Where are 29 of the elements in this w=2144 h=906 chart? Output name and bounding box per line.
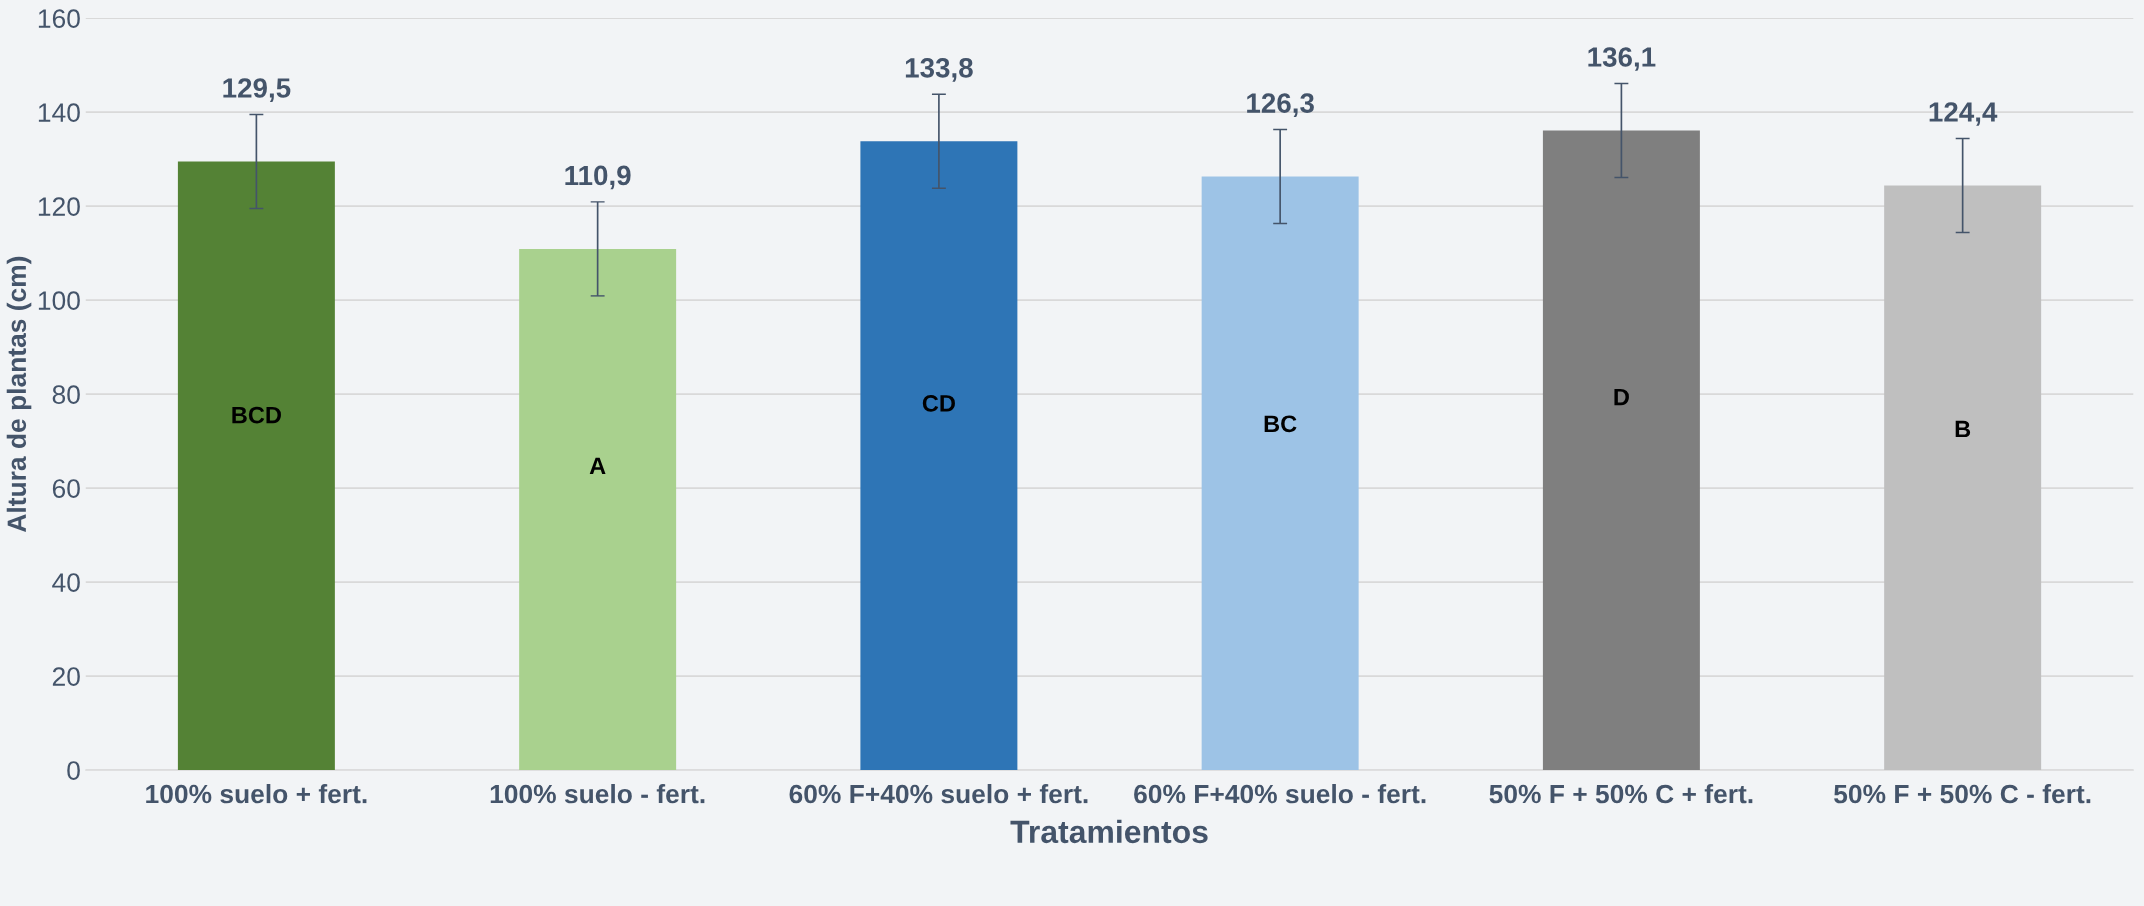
y-axis-title: Altura de plantas (cm) — [6, 256, 32, 533]
x-tick-label: 50% F + 50% C - fert. — [1834, 783, 2091, 804]
x-tick-label: 60% F+40% suelo - fert. — [1134, 783, 1426, 804]
data-label: 110,9 — [565, 165, 631, 190]
x-tick-label: 100% suelo - fert. — [490, 783, 705, 804]
data-label: 136,1 — [1588, 47, 1656, 71]
y-tick-label: 0 — [67, 761, 80, 780]
annotation: A — [589, 457, 606, 474]
x-tick-label: 50% F + 50% C + fert. — [1489, 783, 1753, 804]
y-tick-label: 40 — [52, 573, 80, 592]
x-axis-title: Tratamientos — [1010, 819, 1208, 844]
y-tick-label: 140 — [38, 103, 80, 122]
x-tick-label: 60% F+40% suelo + fert. — [789, 783, 1088, 804]
x-tick-label: 100% suelo + fert. — [146, 783, 367, 804]
data-label: 126,3 — [1247, 93, 1314, 117]
y-tick-label: 100 — [38, 291, 80, 310]
annotation: B — [1955, 420, 1971, 438]
data-label: 133,8 — [905, 57, 973, 82]
y-tick-label: 120 — [38, 197, 80, 216]
annotation: D — [1614, 388, 1629, 406]
annotation: BC — [1264, 415, 1297, 433]
y-tick-label: 20 — [52, 667, 80, 686]
annotation: BCD — [232, 406, 281, 424]
y-tick-label: 160 — [38, 9, 80, 28]
data-label: 129,5 — [223, 78, 291, 102]
y-tick-label: 60 — [52, 479, 80, 498]
data-label: 124,4 — [1929, 102, 1998, 126]
annotation: CD — [922, 394, 955, 412]
y-tick-label: 80 — [52, 385, 80, 404]
